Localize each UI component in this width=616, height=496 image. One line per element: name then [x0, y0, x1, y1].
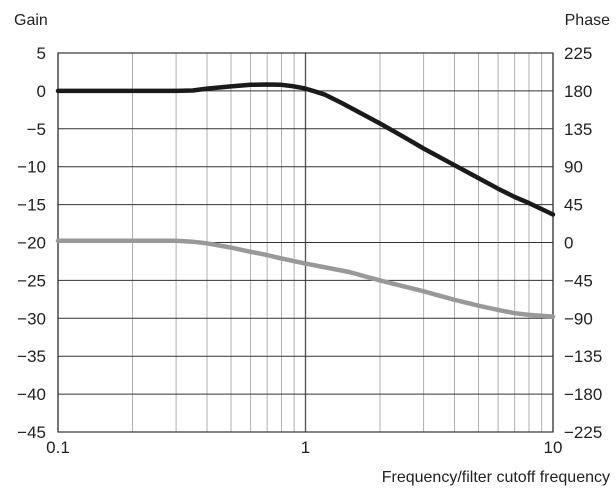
gain-series-line — [55, 82, 556, 217]
tick-labels: 5 0 −5 −10 −15 −20 −25 −30 −35 −40 −45 225 180 135 90 4… — [17, 44, 602, 457]
right-axis-title: Phase — [565, 12, 610, 29]
x-axis-title: Frequency/filter cutoff frequency — [382, 469, 610, 486]
right-tick-label: −135 — [564, 347, 602, 366]
right-tick-label: −45 — [564, 271, 593, 290]
right-tick-label: −90 — [564, 309, 593, 328]
left-tick-label: −45 — [17, 423, 46, 442]
left-tick-label: −10 — [17, 158, 46, 177]
right-tick-label: 45 — [564, 196, 583, 215]
right-tick-label: 225 — [564, 44, 592, 63]
left-tick-label: −15 — [17, 196, 46, 215]
left-tick-label: 0 — [37, 82, 46, 101]
phase-series-line — [55, 238, 556, 319]
left-tick-label: −30 — [17, 309, 46, 328]
right-tick-label: 0 — [564, 234, 573, 253]
left-tick-label: 5 — [37, 44, 46, 63]
x-tick-label: 1 — [301, 438, 310, 457]
left-tick-label: −40 — [17, 385, 46, 404]
right-tick-label: 90 — [564, 158, 583, 177]
right-tick-label: −180 — [564, 385, 602, 404]
right-tick-label: 180 — [564, 82, 592, 101]
right-tick-label: −225 — [564, 423, 602, 442]
left-tick-label: −5 — [27, 120, 46, 139]
x-tick-label: 0.1 — [46, 438, 70, 457]
left-tick-label: −20 — [17, 234, 46, 253]
x-tick-label: 10 — [544, 438, 563, 457]
left-axis-title: Gain — [14, 12, 48, 29]
left-tick-label: −25 — [17, 271, 46, 290]
right-tick-label: 135 — [564, 120, 592, 139]
series-lines — [55, 82, 556, 319]
left-tick-label: −35 — [17, 347, 46, 366]
grid — [57, 52, 554, 433]
